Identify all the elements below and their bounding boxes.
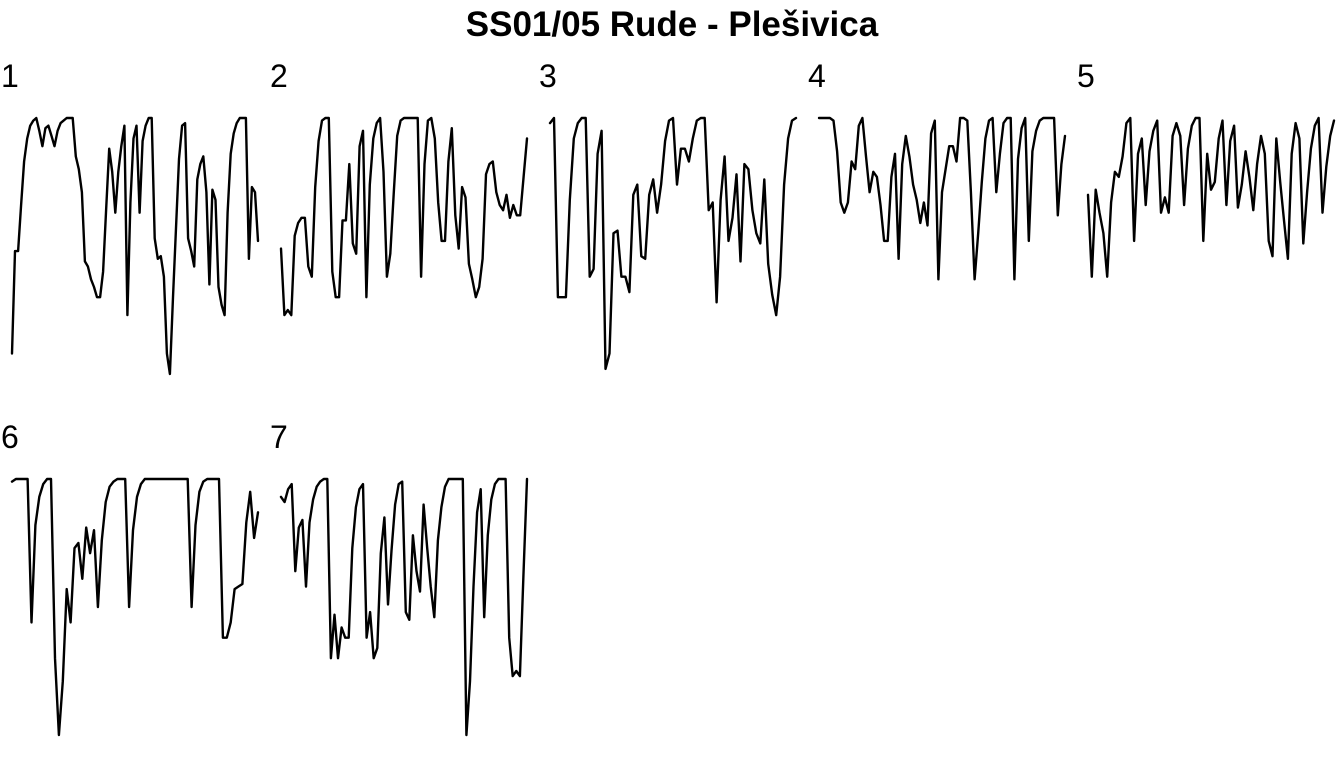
- stage-panel-1: 1: [1, 58, 260, 376]
- panel-label-7: 7: [270, 419, 288, 455]
- stage-trace-7: [279, 477, 529, 737]
- stage-trace-5: [1086, 116, 1336, 278]
- stage-trace-1: [10, 116, 260, 376]
- panel-label-4: 4: [808, 58, 826, 94]
- stage-trace-2: [279, 116, 529, 317]
- stage-panel-3: 3: [539, 58, 798, 371]
- panel-label-1: 1: [1, 58, 19, 94]
- stage-trace-6: [10, 477, 260, 737]
- stage-panel-4: 4: [808, 58, 1067, 281]
- panel-label-6: 6: [1, 419, 19, 455]
- stage-panel-2: 2: [270, 58, 529, 317]
- stage-trace-3: [548, 116, 798, 371]
- panel-label-5: 5: [1077, 58, 1095, 94]
- stage-panel-6: 6: [1, 419, 260, 737]
- stage-panel-7: 7: [270, 419, 529, 737]
- panel-label-3: 3: [539, 58, 557, 94]
- stage-panel-5: 5: [1077, 58, 1336, 278]
- stage-trace-4: [817, 116, 1067, 281]
- panel-label-2: 2: [270, 58, 288, 94]
- chart-title: SS01/05 Rude - Plešivica: [465, 5, 879, 44]
